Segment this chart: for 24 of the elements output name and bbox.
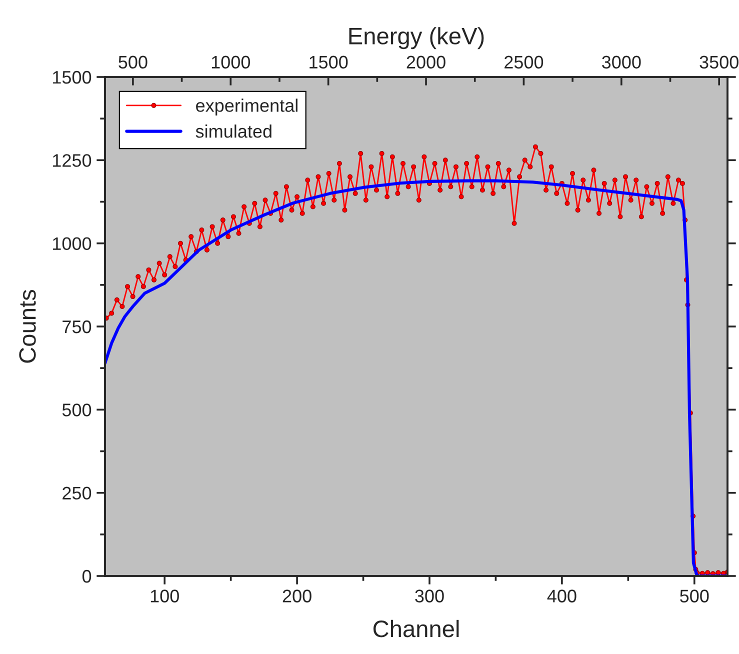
x2-tick-label: 3500 bbox=[700, 56, 738, 69]
y-axis-title: Counts bbox=[19, 290, 36, 363]
x2-tick-label: 3000 bbox=[602, 56, 641, 69]
y-tick-label: 1500 bbox=[53, 70, 92, 84]
x-tick-label: 500 bbox=[680, 590, 709, 602]
x-tick-label: 300 bbox=[415, 590, 444, 602]
x-tick-label: 100 bbox=[150, 590, 179, 602]
y-tick-label: 1000 bbox=[53, 237, 92, 250]
y-tick-label: 750 bbox=[62, 320, 92, 334]
x-tick-label: 200 bbox=[282, 590, 312, 602]
x-axis-title: Channel bbox=[373, 620, 459, 638]
y-tick-label: 250 bbox=[62, 486, 92, 500]
x2-tick-label: 1000 bbox=[212, 56, 250, 69]
x2-axis-title: Energy (keV) bbox=[349, 27, 484, 50]
x2-tick-label: 2000 bbox=[406, 56, 446, 69]
x2-tick-label: 1500 bbox=[310, 56, 348, 69]
x2-tick-label: 2500 bbox=[504, 56, 544, 69]
y-tick-label: 500 bbox=[62, 404, 92, 416]
x-tick-label: 400 bbox=[547, 590, 576, 602]
x2-tick-label: 500 bbox=[118, 56, 148, 69]
y-tick-label: 0 bbox=[82, 570, 92, 583]
y-tick-label: 1250 bbox=[53, 154, 92, 167]
legend-label: experimental bbox=[196, 98, 298, 116]
legend-label: simulated bbox=[196, 124, 272, 138]
